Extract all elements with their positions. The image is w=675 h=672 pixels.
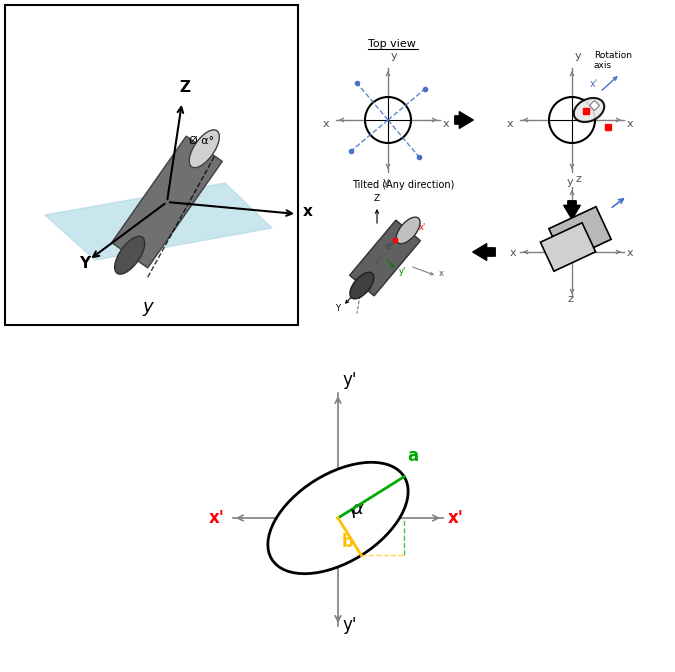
Bar (5, 5, 298, 325)
Text: x: x (627, 119, 634, 129)
Ellipse shape (115, 237, 144, 274)
Text: y: y (391, 51, 398, 61)
Text: Y: Y (335, 304, 340, 313)
Polygon shape (541, 223, 595, 271)
Text: y': y' (342, 371, 356, 389)
Text: x': x' (448, 509, 464, 527)
Ellipse shape (574, 98, 604, 122)
Text: y': y' (375, 256, 382, 265)
Circle shape (549, 97, 595, 143)
Polygon shape (350, 220, 421, 296)
Text: y: y (383, 177, 389, 187)
Ellipse shape (350, 272, 374, 299)
Text: α: α (351, 500, 363, 518)
Text: b: b (342, 534, 353, 551)
Text: Tilted (Any direction): Tilted (Any direction) (352, 180, 454, 190)
Text: y: y (575, 51, 582, 61)
Polygon shape (111, 136, 222, 268)
Ellipse shape (268, 462, 408, 574)
Text: z: z (575, 174, 581, 184)
Text: x: x (443, 119, 450, 129)
Text: x: x (627, 248, 634, 258)
Text: x: x (439, 269, 444, 278)
Text: Y: Y (79, 256, 90, 271)
Text: x': x' (419, 223, 426, 232)
Polygon shape (549, 207, 611, 261)
Circle shape (365, 97, 411, 143)
Text: Ø α°: Ø α° (189, 136, 214, 146)
Text: Z: Z (180, 80, 190, 95)
Text: y': y' (399, 267, 406, 276)
Text: Rotation
axis: Rotation axis (594, 50, 632, 70)
Text: y: y (142, 298, 153, 316)
Text: α°: α° (386, 242, 396, 251)
Text: x: x (303, 204, 313, 219)
Text: x: x (323, 119, 329, 129)
Text: y': y' (342, 616, 356, 634)
Text: x: x (510, 248, 516, 258)
Text: z: z (568, 294, 574, 304)
Text: a: a (407, 447, 418, 464)
Ellipse shape (189, 130, 219, 168)
Text: x': x' (590, 79, 598, 89)
Polygon shape (45, 183, 272, 260)
Ellipse shape (396, 217, 420, 244)
Text: Z: Z (374, 194, 380, 203)
Text: x: x (506, 119, 513, 129)
Text: y: y (567, 177, 573, 187)
Text: Top view: Top view (368, 39, 416, 49)
Text: x': x' (209, 509, 225, 527)
